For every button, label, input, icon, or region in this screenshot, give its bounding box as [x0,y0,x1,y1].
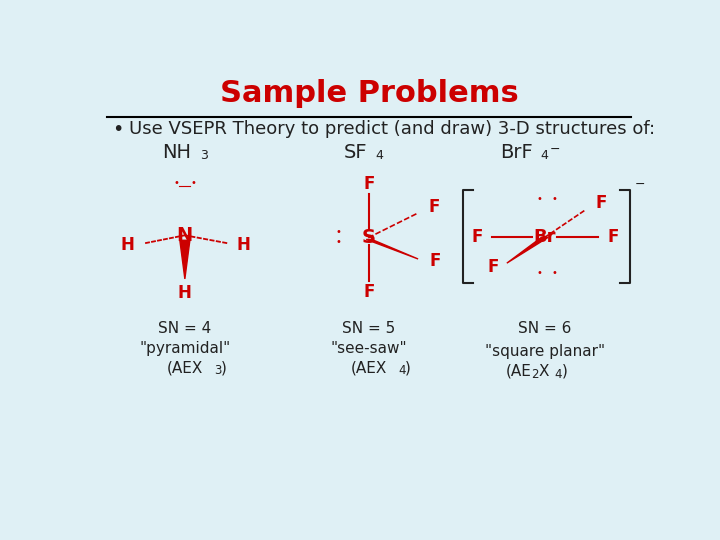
Text: ): ) [405,360,411,375]
Text: F: F [607,228,618,246]
Text: −: − [634,178,645,191]
Text: •: • [552,194,558,204]
Polygon shape [180,240,190,279]
Text: F: F [596,194,608,212]
Text: F: F [364,175,374,193]
Text: •: • [112,120,124,139]
Text: 2: 2 [531,368,539,381]
Text: •: • [552,268,558,278]
Text: BrF: BrF [500,143,533,161]
Text: •: • [336,227,341,238]
Text: 4: 4 [398,364,405,377]
Text: S: S [362,228,376,247]
Text: F: F [364,284,374,301]
Text: 3: 3 [214,364,221,377]
Text: SF: SF [344,143,367,161]
Text: SN = 4: SN = 4 [158,321,212,336]
Text: N: N [176,226,193,245]
Text: H: H [236,236,251,254]
Text: ): ) [221,360,227,375]
Text: •: • [536,268,542,278]
Text: •: • [336,238,341,247]
Text: X: X [538,364,549,379]
Text: Br: Br [534,228,556,246]
Polygon shape [366,239,418,259]
Text: "square planar": "square planar" [485,344,605,359]
Text: •: • [174,178,179,188]
Text: 4: 4 [541,148,549,161]
Text: "see-saw": "see-saw" [330,341,408,356]
Text: Use VSEPR Theory to predict (and draw) 3-D structures of:: Use VSEPR Theory to predict (and draw) 3… [129,120,655,138]
Text: "pyramidal": "pyramidal" [139,341,230,356]
Text: 4: 4 [555,368,562,381]
Text: F: F [428,198,440,217]
Text: SN = 5: SN = 5 [343,321,395,336]
Text: •: • [536,194,542,204]
Text: H: H [178,284,192,302]
Text: ): ) [562,364,568,379]
Text: Sample Problems: Sample Problems [220,79,518,109]
Text: 4: 4 [376,148,384,161]
Text: (AEX: (AEX [166,360,203,375]
Text: (AEX: (AEX [351,360,387,375]
Text: H: H [120,236,135,254]
Polygon shape [507,238,548,263]
Text: NH: NH [163,143,192,161]
Text: 3: 3 [200,148,208,161]
Text: F: F [429,253,441,271]
Text: •: • [190,178,196,188]
Text: (AE: (AE [505,364,531,379]
Text: F: F [471,228,482,246]
Text: −: − [549,143,559,156]
Text: SN = 6: SN = 6 [518,321,572,336]
Text: F: F [487,258,498,276]
